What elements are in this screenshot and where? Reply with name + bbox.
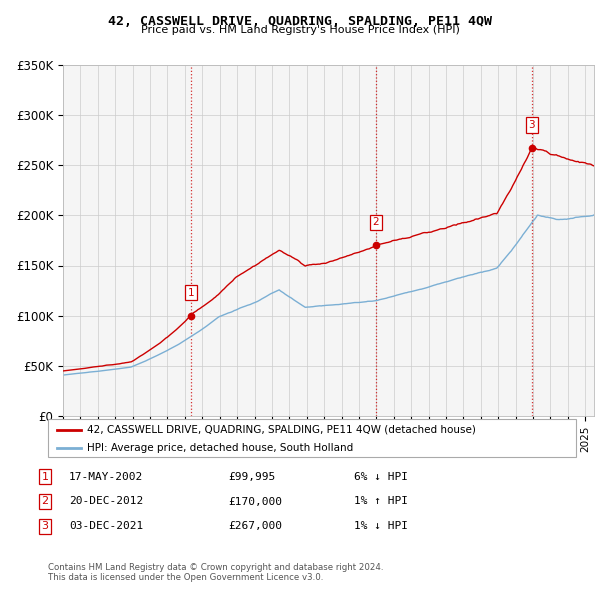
Text: £267,000: £267,000 [228,522,282,531]
Text: £170,000: £170,000 [228,497,282,506]
Text: 17-MAY-2002: 17-MAY-2002 [69,472,143,481]
Text: 1: 1 [188,287,194,297]
Text: 3: 3 [41,522,49,531]
Text: 20-DEC-2012: 20-DEC-2012 [69,497,143,506]
Text: Price paid vs. HM Land Registry's House Price Index (HPI): Price paid vs. HM Land Registry's House … [140,25,460,35]
Text: 2: 2 [373,217,379,227]
Text: 1: 1 [41,472,49,481]
Text: HPI: Average price, detached house, South Holland: HPI: Average price, detached house, Sout… [87,442,353,453]
Text: 2: 2 [41,497,49,506]
Text: 3: 3 [529,120,535,130]
Text: Contains HM Land Registry data © Crown copyright and database right 2024.
This d: Contains HM Land Registry data © Crown c… [48,563,383,582]
Text: 42, CASSWELL DRIVE, QUADRING, SPALDING, PE11 4QW: 42, CASSWELL DRIVE, QUADRING, SPALDING, … [108,15,492,28]
Text: 1% ↑ HPI: 1% ↑ HPI [354,497,408,506]
Text: 42, CASSWELL DRIVE, QUADRING, SPALDING, PE11 4QW (detached house): 42, CASSWELL DRIVE, QUADRING, SPALDING, … [87,425,476,435]
Text: 1% ↓ HPI: 1% ↓ HPI [354,522,408,531]
Text: £99,995: £99,995 [228,472,275,481]
Text: 03-DEC-2021: 03-DEC-2021 [69,522,143,531]
Text: 6% ↓ HPI: 6% ↓ HPI [354,472,408,481]
